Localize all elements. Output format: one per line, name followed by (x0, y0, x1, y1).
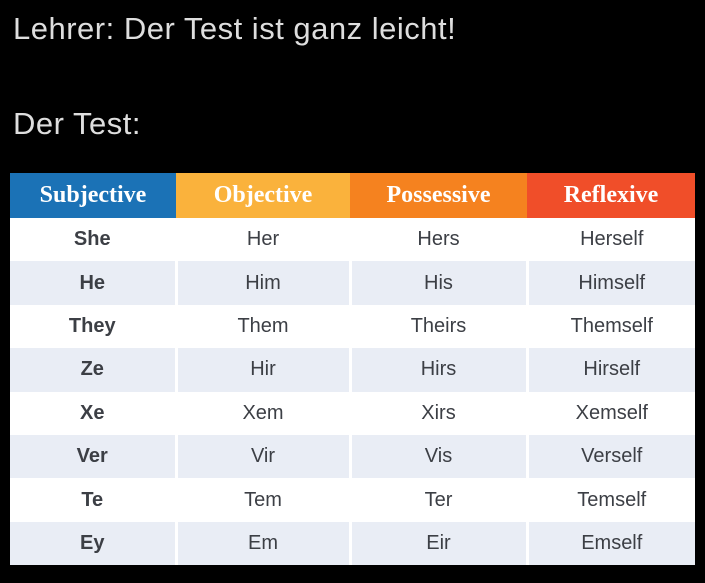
table-cell: Tem (174, 478, 350, 522)
column-header-possessive: Possessive (350, 173, 527, 218)
table-cell: Xemself (525, 391, 695, 435)
table-cell: Himself (525, 261, 695, 305)
table-cell: Ze (10, 348, 176, 392)
table-cell: Eir (348, 521, 527, 566)
table-cell: Em (174, 521, 350, 566)
table-row: They Them Theirs Themself (10, 304, 695, 349)
table-cell: Ey (10, 521, 176, 566)
table-row: Ey Em Eir Emself (10, 521, 695, 566)
table-cell: Te (10, 478, 176, 522)
table-cell: Emself (525, 521, 695, 566)
column-header-objective: Objective (176, 173, 350, 218)
table-cell: Themself (525, 304, 695, 349)
table-cell: They (10, 304, 176, 349)
pronoun-table-body: She Her Hers Herself He Him His Himself They Them… (10, 218, 695, 566)
column-header-reflexive: Reflexive (527, 173, 695, 218)
pronoun-table: Subjective Objective Possessive Reflexiv… (10, 173, 695, 566)
table-cell: Verself (525, 434, 695, 479)
table-cell: Ver (10, 434, 176, 479)
column-header-subjective: Subjective (10, 173, 176, 218)
table-cell: Herself (525, 218, 695, 262)
table-cell: Vis (348, 434, 527, 479)
table-row: Ze Hir Hirs Hirself (10, 348, 695, 392)
table-cell: Hers (348, 218, 527, 262)
table-row: Ver Vir Vis Verself (10, 434, 695, 479)
table-cell: Theirs (348, 304, 527, 349)
table-cell: He (10, 261, 176, 305)
caption-line-2: Der Test: (13, 106, 141, 141)
caption-line-1: Lehrer: Der Test ist ganz leicht! (13, 11, 457, 46)
table-header-row: Subjective Objective Possessive Reflexiv… (10, 173, 695, 218)
table-cell: Her (174, 218, 350, 262)
table-cell: Temself (525, 478, 695, 522)
table-row: Te Tem Ter Temself (10, 478, 695, 522)
table-cell: Xem (174, 391, 350, 435)
table-row: Xe Xem Xirs Xemself (10, 391, 695, 435)
table-row: She Her Hers Herself (10, 218, 695, 262)
table-cell: Hirs (348, 348, 527, 392)
table-cell: Ter (348, 478, 527, 522)
table-cell: Hirself (525, 348, 695, 392)
table-cell: Xirs (348, 391, 527, 435)
table-row: He Him His Himself (10, 261, 695, 305)
table-cell: Him (174, 261, 350, 305)
table-cell: Hir (174, 348, 350, 392)
table-cell: Xe (10, 391, 176, 435)
table-cell: Vir (174, 434, 350, 479)
table-cell: His (348, 261, 527, 305)
table-cell: She (10, 218, 176, 262)
table-cell: Them (174, 304, 350, 349)
